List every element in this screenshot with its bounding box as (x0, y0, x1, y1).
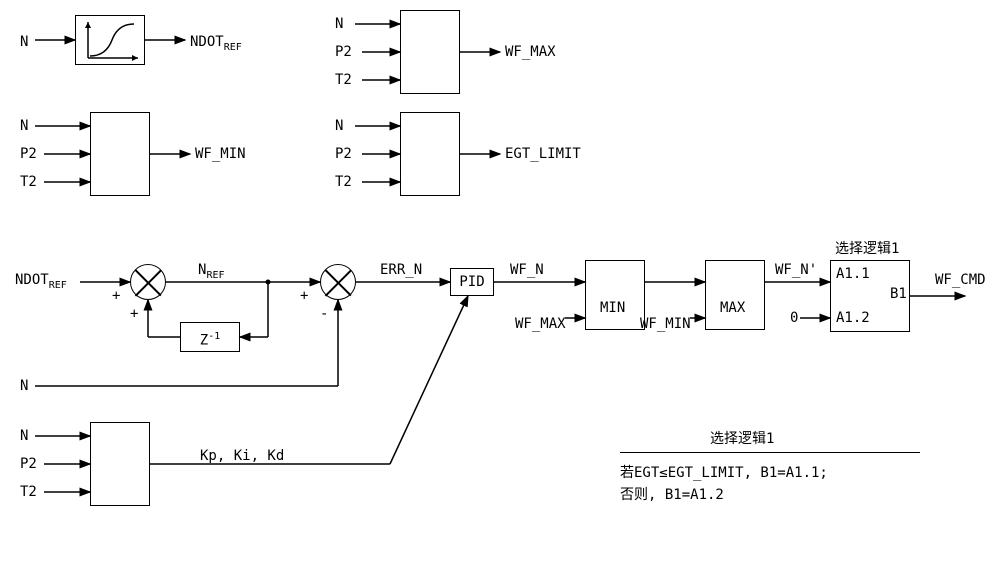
kp-output: Kp, Ki, Kd (200, 448, 284, 464)
ndot-lookup-block (75, 15, 145, 65)
wfmax-output: WF_MAX (505, 44, 556, 60)
nref-sub: REF (206, 270, 224, 281)
wfmax-block (400, 10, 460, 94)
pid-block: PID (450, 268, 494, 296)
max-text: MAX (720, 300, 745, 316)
ndot-ref-output: NDOTREF (190, 34, 242, 53)
select-logic-title-above: 选择逻辑1 (835, 238, 899, 258)
a12-label: A1.2 (836, 310, 870, 326)
z-delay-block: Z-1 (180, 322, 240, 352)
egt-in-t2: T2 (335, 174, 352, 190)
ndotref-text: NDOT (15, 272, 49, 288)
sum1-plus-left: + (112, 288, 120, 304)
z-text: Z (200, 333, 208, 349)
nref-label: NREF (198, 262, 225, 281)
ndotref-signal: NDOTREF (15, 272, 67, 291)
legend-line1: 若EGT≤EGT_LIMIT, B1=A1.1; (620, 462, 828, 482)
kp-in-t2: T2 (20, 484, 37, 500)
ndot-input-n: N (20, 34, 28, 50)
kp-in-n: N (20, 428, 28, 444)
lookup-curve-icon (76, 16, 146, 66)
max-block (705, 260, 765, 330)
sum2-plus: + (300, 288, 308, 304)
kp-in-p2: P2 (20, 456, 37, 472)
min-block (585, 260, 645, 330)
egt-in-p2: P2 (335, 146, 352, 162)
sum-junction-1 (130, 264, 166, 300)
egt-in-n: N (335, 118, 343, 134)
wf-n-prime-label: WF_N' (775, 262, 817, 278)
kp-block (90, 422, 150, 506)
b1-label: B1 (890, 286, 907, 302)
wfmin-in-p2: P2 (20, 146, 37, 162)
wf-cmd-output: WF_CMD (935, 272, 986, 288)
wfmax-input-to-min: WF_MAX (515, 316, 566, 332)
egt-block (400, 112, 460, 196)
sum2-minus: - (320, 306, 328, 322)
sum-junction-2 (320, 264, 356, 300)
ndot-ref-text: NDOT (190, 34, 224, 50)
legend-line2: 否则, B1=A1.2 (620, 484, 724, 504)
wfmin-input-to-max: WF_MIN (640, 316, 691, 332)
egt-output: EGT_LIMIT (505, 146, 581, 162)
zero-input-label: 0 (790, 310, 798, 326)
err-n-label: ERR_N (380, 262, 422, 278)
n-feedback-label: N (20, 378, 28, 394)
z-exp: -1 (208, 331, 220, 342)
wfmax-in-p2: P2 (335, 44, 352, 60)
min-text: MIN (600, 300, 625, 316)
wfmax-in-t2: T2 (335, 72, 352, 88)
sum1-plus-bottom: + (130, 306, 138, 322)
ndot-ref-sub: REF (224, 42, 242, 53)
wfmin-block (90, 112, 150, 196)
wfmin-in-t2: T2 (20, 174, 37, 190)
wfmin-in-n: N (20, 118, 28, 134)
ndotref-sub: REF (49, 280, 67, 291)
legend-title: 选择逻辑1 (710, 428, 774, 448)
legend-divider (620, 452, 920, 453)
wf-n-label: WF_N (510, 262, 544, 278)
wfmin-output: WF_MIN (195, 146, 246, 162)
wfmax-in-n: N (335, 16, 343, 32)
a11-label: A1.1 (836, 266, 870, 282)
